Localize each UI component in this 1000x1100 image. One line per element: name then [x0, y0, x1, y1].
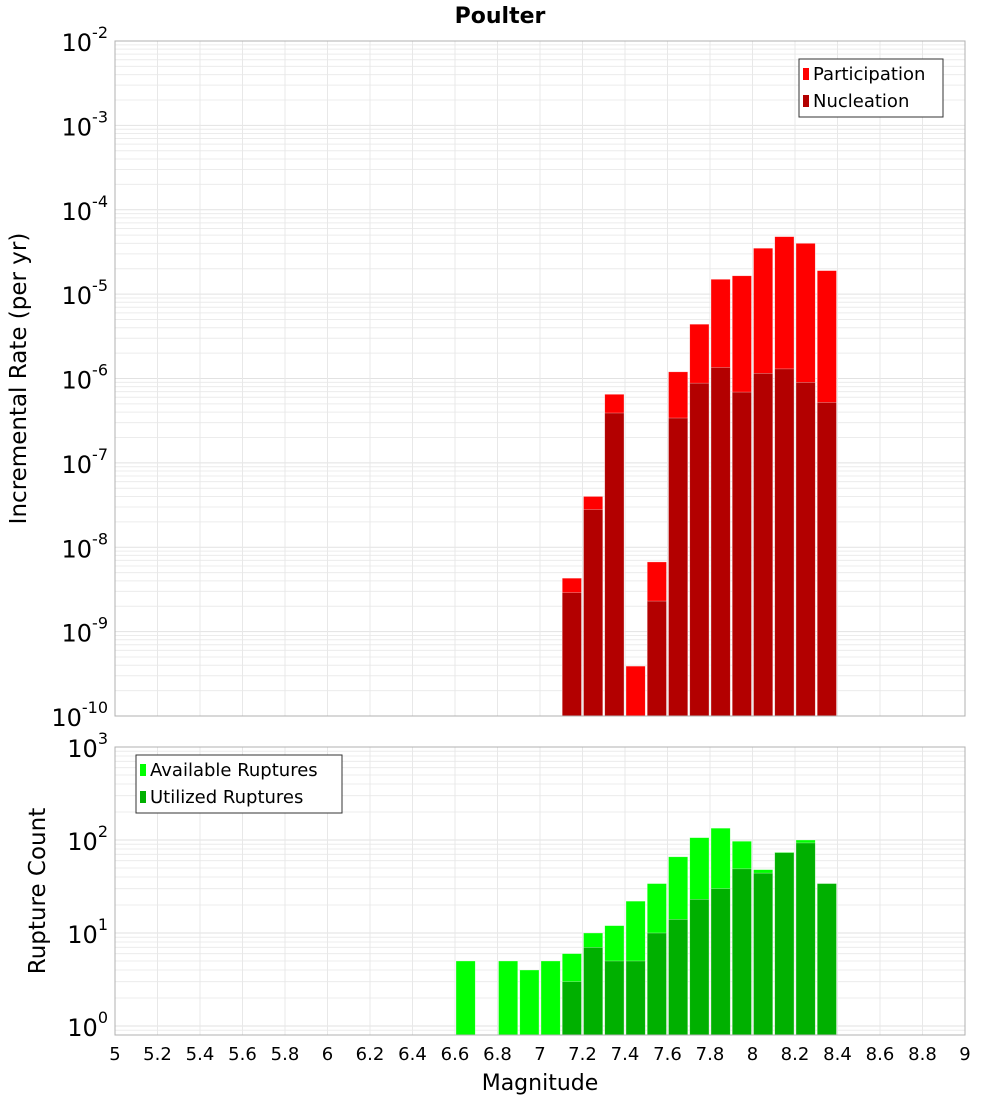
y-tick-label: 10-10 [51, 698, 108, 732]
x-tick-label: 7.6 [653, 1044, 682, 1065]
bar-nucleation [646, 600, 667, 717]
y-tick-label: 103 [67, 729, 108, 763]
legend: Available Ruptures Utilized Ruptures [135, 754, 343, 814]
x-tick-label: 7.4 [611, 1044, 640, 1065]
y-tick-label: 10-9 [62, 614, 109, 648]
y-tick-label: 100 [67, 1008, 108, 1042]
y-tick-label: 102 [67, 822, 108, 856]
x-tick-label: 8.6 [866, 1044, 895, 1065]
x-tick-label: 5 [109, 1044, 120, 1065]
bar-available-ruptures [540, 960, 561, 1036]
bar-available-ruptures [455, 960, 476, 1036]
y-tick-label: 10-4 [62, 192, 109, 226]
y-tick-label: 10-3 [62, 107, 109, 141]
plot-frame [114, 746, 966, 1036]
bar-utilized-ruptures [816, 883, 837, 1036]
legend-label: Available Ruptures [150, 760, 318, 781]
legend-box [798, 58, 944, 118]
y-tick-label: 10-7 [62, 445, 109, 479]
y-tick-label: 10-6 [62, 361, 109, 395]
x-tick-label: 9 [959, 1044, 970, 1065]
bar-utilized-ruptures [689, 899, 710, 1036]
plot-frame [114, 40, 966, 717]
bar-utilized-ruptures [753, 872, 774, 1036]
legend-swatch [140, 791, 146, 803]
bar-nucleation [774, 368, 795, 717]
legend-box [135, 754, 343, 814]
bar-nucleation [753, 373, 774, 717]
y-tick-label: 10-5 [62, 276, 109, 310]
bar-nucleation [816, 402, 837, 717]
y-tick-label: 10-8 [62, 529, 109, 563]
plot-panel-2: 103 102 101 100 Rupture Count Available Ruptu… [25, 729, 966, 1042]
x-axis-label: Magnitude [482, 1071, 599, 1096]
bar-participation [625, 665, 646, 717]
legend-label: Nucleation [813, 91, 909, 112]
x-tick-label: 7 [534, 1044, 545, 1065]
bar-utilized-ruptures [625, 960, 646, 1036]
legend-swatch [140, 764, 146, 776]
bar-nucleation [710, 367, 731, 717]
bar-utilized-ruptures [668, 919, 689, 1036]
chart-title: Poulter [455, 4, 546, 29]
x-tick-label: 5.6 [228, 1044, 257, 1065]
y-axis-label: Rupture Count [25, 808, 51, 974]
y-tick-label: 101 [67, 915, 108, 949]
x-tick-label: 5.4 [186, 1044, 215, 1065]
x-tick-label: 8.4 [823, 1044, 852, 1065]
legend: Participation Nucleation [798, 58, 944, 118]
x-tick-label: 6.6 [441, 1044, 470, 1065]
bar-utilized-ruptures [774, 852, 795, 1036]
y-axis-label: Incremental Rate (per yr) [6, 233, 32, 525]
bar-utilized-ruptures [604, 960, 625, 1036]
x-tick-label: 7.8 [696, 1044, 725, 1065]
bar-nucleation [668, 417, 689, 717]
bar-utilized-ruptures [646, 932, 667, 1036]
bar-utilized-ruptures [561, 981, 582, 1036]
x-tick-label: 8.8 [908, 1044, 937, 1065]
bar-nucleation [731, 391, 752, 717]
bar-utilized-ruptures [731, 868, 752, 1036]
x-tick-label: 6.8 [483, 1044, 512, 1065]
bar-available-ruptures [498, 960, 519, 1036]
legend-swatch [803, 68, 809, 80]
legend-swatch [803, 95, 809, 107]
x-tick-label: 5.2 [143, 1044, 172, 1065]
bar-utilized-ruptures [710, 888, 731, 1036]
legend-label: Utilized Ruptures [150, 787, 303, 808]
bar-nucleation [689, 382, 710, 717]
plot-panel-1: 10-2 10-3 10-4 10-5 10-6 10-7 10-8 10-9 10-10 Inc… [6, 23, 966, 732]
x-tick-label: 7.2 [568, 1044, 597, 1065]
bar-nucleation [583, 509, 604, 717]
x-tick-label: 6.4 [398, 1044, 427, 1065]
legend-label: Participation [813, 64, 925, 85]
bar-utilized-ruptures [795, 842, 816, 1036]
bar-available-ruptures [519, 969, 540, 1036]
bar-nucleation [795, 382, 816, 717]
x-tick-label: 6 [322, 1044, 333, 1065]
x-tick-label: 8.2 [781, 1044, 810, 1065]
x-tick-label: 6.2 [356, 1044, 385, 1065]
x-tick-label: 5.8 [271, 1044, 300, 1065]
bar-nucleation [604, 412, 625, 717]
bar-utilized-ruptures [583, 947, 604, 1036]
x-tick-label: 8 [747, 1044, 758, 1065]
y-tick-label: 10-2 [62, 23, 109, 57]
bar-nucleation [561, 592, 582, 717]
